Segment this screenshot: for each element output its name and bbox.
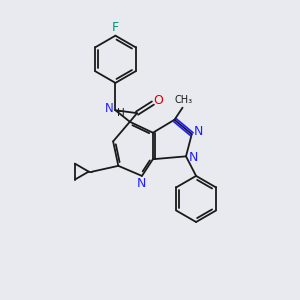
Text: F: F bbox=[112, 21, 119, 34]
Text: O: O bbox=[154, 94, 164, 107]
Text: N: N bbox=[194, 125, 203, 138]
Text: N: N bbox=[105, 102, 114, 115]
Text: H: H bbox=[117, 108, 125, 118]
Text: CH₃: CH₃ bbox=[175, 94, 193, 105]
Text: N: N bbox=[189, 151, 199, 164]
Text: N: N bbox=[137, 177, 147, 190]
